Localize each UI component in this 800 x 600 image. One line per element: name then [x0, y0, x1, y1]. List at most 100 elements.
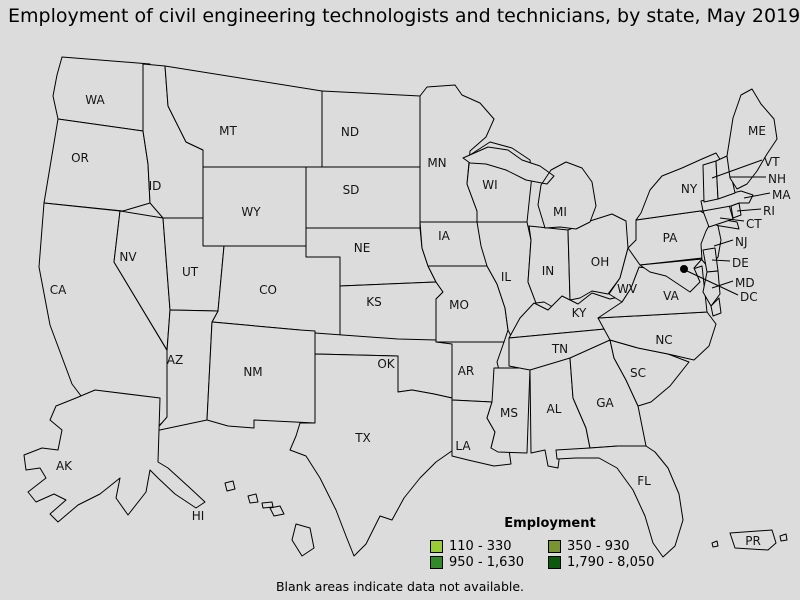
state-label-ky: KY [572, 306, 587, 320]
state-label-az: AZ [167, 353, 183, 367]
legend: Employment 110 - 330 350 - 930 950 - 1,6… [430, 516, 692, 570]
state-label-mo: MO [449, 298, 469, 312]
state-label-ca: CA [50, 283, 67, 297]
legend-label-bin3: 950 - 1,630 [449, 554, 524, 570]
state-label-wi: WI [482, 178, 497, 192]
state-hi-kauai [224, 480, 236, 492]
state-label-nc: NC [655, 333, 672, 347]
state-label-oh: OH [591, 255, 609, 269]
legend-label-bin2: 350 - 930 [567, 538, 630, 554]
state-labels: WA OR CA NV ID MT WY UT CO AZ NM ND SD N… [50, 93, 792, 548]
state-pr-vieques [779, 533, 788, 542]
state-label-ga: GA [596, 396, 614, 410]
state-ak [23, 389, 206, 523]
state-label-wv: WV [617, 282, 638, 296]
legend-item-bin1: 110 - 330 [430, 538, 548, 554]
state-label-pa: PA [663, 231, 678, 245]
state-nm [206, 321, 316, 429]
state-nh [715, 155, 736, 200]
figure-title: Employment of civil engineering technolo… [8, 5, 800, 27]
state-label-vt: VT [764, 155, 780, 169]
state-pr-islet [711, 540, 719, 548]
state-label-dc: DC [740, 290, 758, 304]
state-md-eastern-shore [702, 270, 721, 307]
state-fl [555, 445, 684, 558]
legend-label-bin4: 1,790 - 8,050 [567, 554, 655, 570]
state-label-il: IL [501, 270, 512, 284]
legend-grid: 110 - 330 350 - 930 950 - 1,630 1,790 - … [430, 538, 692, 570]
leader-ct [719, 217, 745, 222]
state-label-la: LA [455, 439, 471, 453]
leader-vt [711, 159, 763, 179]
state-label-me: ME [748, 124, 766, 138]
state-label-va: VA [663, 289, 679, 303]
leader-ri [736, 208, 762, 212]
legend-swatch-bin4 [548, 555, 561, 569]
leader-lines [686, 159, 771, 296]
state-az [154, 309, 219, 432]
legend-swatch-bin3 [430, 555, 443, 569]
state-nd [321, 90, 421, 168]
state-label-sc: SC [630, 366, 646, 380]
legend-item-bin2: 350 - 930 [548, 538, 692, 554]
state-label-co: CO [259, 283, 277, 297]
state-label-wy: WY [241, 205, 261, 219]
legend-swatch-bin1 [430, 539, 443, 553]
state-label-in: IN [542, 264, 555, 278]
state-ma [700, 190, 754, 212]
state-label-nj: NJ [735, 235, 748, 249]
footnote: Blank areas indicate data not available. [275, 579, 525, 594]
legend-swatch-bin2 [548, 539, 561, 553]
state-label-ok: OK [377, 357, 395, 371]
state-label-ut: UT [182, 265, 199, 279]
state-label-ms: MS [500, 406, 518, 420]
state-va-eastern-shore [710, 297, 722, 317]
state-label-sd: SD [343, 183, 360, 197]
state-dc-dot [680, 265, 688, 273]
leader-ma [743, 192, 771, 199]
state-label-nm: NM [243, 365, 262, 379]
state-label-ar: AR [458, 364, 475, 378]
state-hi-molokai [261, 501, 274, 509]
state-label-nh: NH [768, 172, 786, 186]
state-ms [486, 367, 531, 454]
state-or [43, 118, 151, 212]
state-label-mt: MT [219, 124, 237, 138]
state-label-wa: WA [85, 93, 105, 107]
leader-dc [686, 270, 739, 296]
state-label-de: DE [732, 256, 749, 270]
state-tx [289, 353, 457, 557]
leader-nj [713, 239, 734, 247]
state-label-al: AL [547, 402, 562, 416]
legend-label-bin1: 110 - 330 [449, 538, 512, 554]
state-label-md: MD [735, 276, 755, 290]
state-label-ia: IA [438, 229, 451, 243]
state-hi-oahu [247, 493, 259, 504]
state-mi [462, 146, 597, 230]
legend-item-bin4: 1,790 - 8,050 [548, 554, 692, 570]
state-label-nd: ND [341, 125, 359, 139]
state-label-ny: NY [681, 182, 698, 196]
state-hi-big-island [291, 523, 315, 557]
legend-item-bin3: 950 - 1,630 [430, 554, 548, 570]
state-label-mi: MI [553, 205, 567, 219]
state-label-ne: NE [354, 241, 371, 255]
legend-title: Employment [504, 516, 596, 531]
state-label-hi: HI [192, 509, 205, 523]
state-label-tn: TN [551, 342, 568, 356]
leader-de [711, 259, 731, 262]
state-hi-maui [269, 505, 285, 517]
state-label-tx: TX [354, 431, 371, 445]
state-sd [305, 166, 421, 229]
state-pr [729, 529, 777, 551]
state-nc [597, 311, 717, 361]
state-me [726, 88, 778, 190]
state-label-fl: FL [637, 474, 651, 488]
state-label-ct: CT [746, 217, 762, 231]
state-label-ks: KS [366, 295, 382, 309]
state-label-nv: NV [119, 250, 137, 264]
state-label-or: OR [71, 151, 89, 165]
state-pa [627, 210, 715, 266]
